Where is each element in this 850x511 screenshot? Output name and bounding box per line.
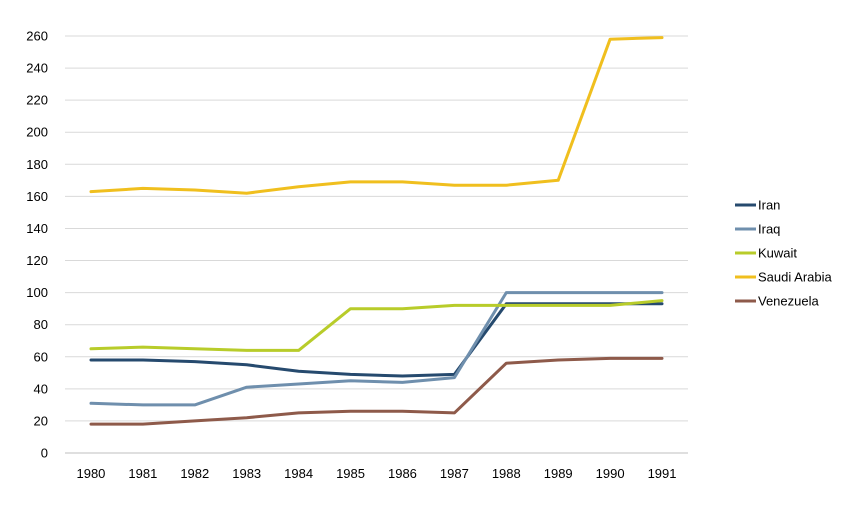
legend: Iran Iraq Kuwait Saudi Arabia Venezuela — [735, 198, 832, 309]
y-tick-label: 160 — [26, 189, 48, 204]
x-tick-label: 1986 — [388, 466, 417, 481]
x-tick-label: 1989 — [544, 466, 573, 481]
x-tick-label: 1988 — [492, 466, 521, 481]
y-tick-label: 260 — [26, 29, 48, 44]
x-tick-label: 1984 — [284, 466, 313, 481]
series-line-iraq — [89, 291, 664, 407]
y-tick-label: 200 — [26, 125, 48, 140]
x-tick-label: 1982 — [180, 466, 209, 481]
x-axis-ticks: 1980 1981 1982 1983 1984 1985 1986 1987 1988 1989… — [76, 466, 676, 481]
series-line-iran — [89, 302, 664, 378]
series-line-kuwait — [89, 299, 664, 352]
x-tick-label: 1985 — [336, 466, 365, 481]
y-tick-label: 20 — [34, 413, 48, 428]
x-tick-label: 1981 — [128, 466, 157, 481]
gridlines — [65, 35, 688, 454]
y-tick-label: 140 — [26, 221, 48, 236]
series-line-venezuela — [89, 356, 664, 426]
x-tick-label: 1987 — [440, 466, 469, 481]
y-tick-label: 120 — [26, 253, 48, 268]
series-line-saudi-arabia — [89, 36, 664, 195]
x-tick-label: 1980 — [76, 466, 105, 481]
y-tick-label: 240 — [26, 61, 48, 76]
y-tick-label: 100 — [26, 285, 48, 300]
legend-label: Venezuela — [758, 294, 819, 309]
legend-label: Kuwait — [758, 246, 797, 261]
y-tick-label: 40 — [34, 381, 48, 396]
x-tick-label: 1991 — [648, 466, 677, 481]
y-axis-ticks: 0 20 40 60 80 100 120 140 160 180 200 220 240 260 — [26, 29, 48, 461]
x-tick-label: 1990 — [596, 466, 625, 481]
series-lines — [89, 36, 664, 426]
legend-label: Saudi Arabia — [758, 270, 832, 285]
legend-label: Iran — [758, 198, 780, 213]
y-tick-label: 60 — [34, 349, 48, 364]
y-tick-label: 180 — [26, 157, 48, 172]
y-tick-label: 0 — [41, 446, 48, 461]
y-tick-label: 220 — [26, 93, 48, 108]
x-tick-label: 1983 — [232, 466, 261, 481]
legend-label: Iraq — [758, 222, 780, 237]
y-tick-label: 80 — [34, 317, 48, 332]
